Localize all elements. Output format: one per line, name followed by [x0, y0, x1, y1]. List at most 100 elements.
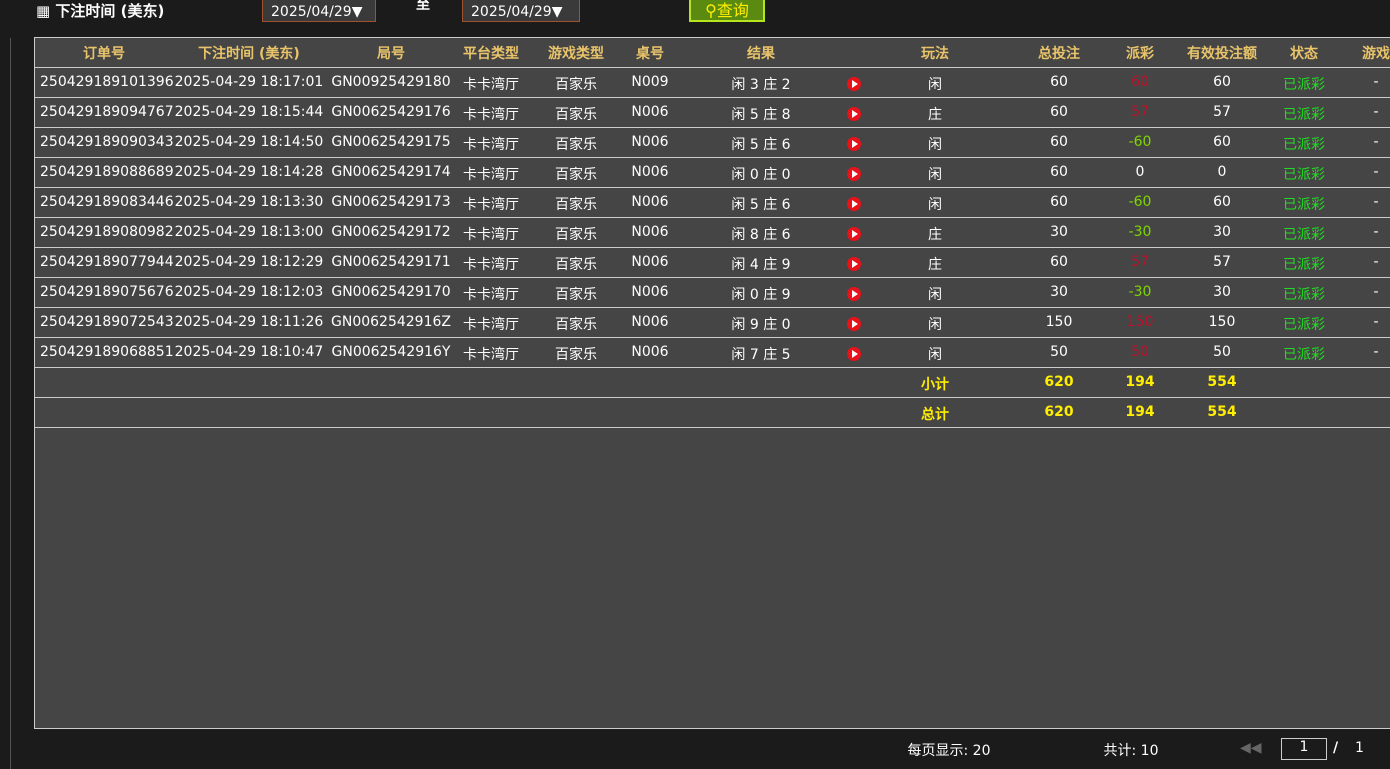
cell: 57 — [1213, 104, 1231, 120]
date-label: ▦ 下注时间 (美东) — [36, 2, 165, 20]
cell: 百家乐 — [555, 167, 597, 183]
cell: 150 — [1208, 314, 1236, 330]
cell: - — [1373, 74, 1379, 90]
column-header: 玩法 — [921, 46, 949, 62]
cell: GN0062542916Z — [331, 314, 451, 330]
cell: 150 — [1126, 314, 1154, 330]
cell: 30 — [1050, 224, 1068, 240]
search-button[interactable]: ⚲查询 — [689, 0, 765, 22]
cell: 闲 0 庄 0 — [731, 167, 791, 183]
play-icon — [852, 140, 858, 148]
video-button[interactable] — [847, 287, 861, 301]
cell: N006 — [631, 284, 669, 300]
page-slash: / — [1333, 740, 1339, 756]
summary-label: 小计 — [921, 377, 949, 393]
cell: 闲 9 庄 0 — [731, 317, 791, 333]
cell: 30 — [1050, 284, 1068, 300]
cell: 60 — [1213, 194, 1231, 210]
cell: GN00625429175 — [331, 134, 451, 150]
cell: N006 — [631, 194, 669, 210]
date-to[interactable]: 2025/04/29▼ — [462, 0, 580, 22]
play-icon — [852, 230, 858, 238]
column-header: 结果 — [747, 46, 775, 62]
prev-buttons[interactable]: ◀◀ — [1240, 740, 1262, 756]
cell: 2025-04-29 18:10:47 — [174, 344, 324, 360]
left-border — [10, 38, 11, 769]
cell: 卡卡湾厅 — [463, 257, 519, 273]
play-icon — [852, 260, 858, 268]
cell: 2025-04-29 18:17:01 — [174, 74, 324, 90]
cell: 闲 4 庄 9 — [731, 257, 791, 273]
video-button[interactable] — [847, 257, 861, 271]
video-button[interactable] — [847, 77, 861, 91]
summary-value: 620 — [1044, 404, 1074, 420]
video-button[interactable] — [847, 107, 861, 121]
cell: 2025-04-29 18:13:00 — [174, 224, 324, 240]
cell: GN00625429172 — [331, 224, 451, 240]
cell: - — [1373, 224, 1379, 240]
video-button[interactable] — [847, 227, 861, 241]
cell: 闲 5 庄 6 — [731, 197, 791, 213]
cell: GN00625429174 — [331, 164, 451, 180]
cell: N006 — [631, 134, 669, 150]
cell: 卡卡湾厅 — [463, 347, 519, 363]
cell: 卡卡湾厅 — [463, 227, 519, 243]
cell: GN00625429170 — [331, 284, 451, 300]
date-to-text: 2025/04/29 — [471, 4, 552, 20]
column-header: 局号 — [377, 46, 405, 62]
video-button[interactable] — [847, 137, 861, 151]
cell: 250429189077944 — [40, 254, 174, 270]
cell: 卡卡湾厅 — [463, 77, 519, 93]
row-divider — [35, 127, 1390, 128]
cell: 闲 8 庄 6 — [731, 227, 791, 243]
cell: N006 — [631, 104, 669, 120]
cell: 250429189072543 — [40, 314, 174, 330]
cell: 30 — [1213, 284, 1231, 300]
cell: GN00925429180 — [331, 74, 451, 90]
summary-value: 620 — [1044, 374, 1074, 390]
cell: 庄 — [928, 107, 942, 123]
cell: -30 — [1128, 224, 1152, 240]
cell: 250429189094767 — [40, 104, 174, 120]
date-from[interactable]: 2025/04/29▼ — [262, 0, 376, 22]
page-input[interactable]: 1 — [1281, 738, 1327, 760]
cell: 50 — [1213, 344, 1231, 360]
cell: 2025-04-29 18:14:50 — [174, 134, 324, 150]
play-icon — [852, 350, 858, 358]
cell: N006 — [631, 314, 669, 330]
row-divider — [35, 307, 1390, 308]
cell: 57 — [1131, 254, 1149, 270]
cell: 已派彩 — [1283, 77, 1325, 93]
row-divider — [35, 277, 1390, 278]
cell: 60 — [1131, 74, 1149, 90]
video-button[interactable] — [847, 167, 861, 181]
cell: 卡卡湾厅 — [463, 197, 519, 213]
cell: 250429189083446 — [40, 194, 174, 210]
cell: -30 — [1128, 284, 1152, 300]
result-table: 订单号 下注时间 (美东) 局号 平台类型 游戏类型 桌号 结果 玩法 总投注 派彩 有效投注额 状态… — [34, 37, 1390, 729]
cell: 57 — [1131, 104, 1149, 120]
column-header: 派彩 — [1126, 46, 1154, 62]
separator: 至 — [416, 0, 430, 13]
cell: 2025-04-29 18:14:28 — [174, 164, 324, 180]
cell: 已派彩 — [1283, 257, 1325, 273]
cell: 卡卡湾厅 — [463, 287, 519, 303]
cell: 57 — [1213, 254, 1231, 270]
video-button[interactable] — [847, 317, 861, 331]
summary-value: 194 — [1125, 374, 1155, 390]
cell: 闲 5 庄 6 — [731, 137, 791, 153]
cell: 250429189088689 — [40, 164, 174, 180]
cell: - — [1373, 314, 1379, 330]
cell: 闲 — [928, 137, 942, 153]
column-header: 订单号 — [83, 46, 125, 62]
record-count: 共计: 10 — [1103, 743, 1159, 759]
cell: 2025-04-29 18:15:44 — [174, 104, 324, 120]
video-button[interactable] — [847, 197, 861, 211]
cell: GN00625429173 — [331, 194, 451, 210]
play-icon — [852, 290, 858, 298]
row-divider — [35, 367, 1390, 368]
column-header: 下注时间 (美东) — [198, 46, 300, 62]
cell: 250429189075676 — [40, 284, 174, 300]
video-button[interactable] — [847, 347, 861, 361]
cell: N006 — [631, 344, 669, 360]
